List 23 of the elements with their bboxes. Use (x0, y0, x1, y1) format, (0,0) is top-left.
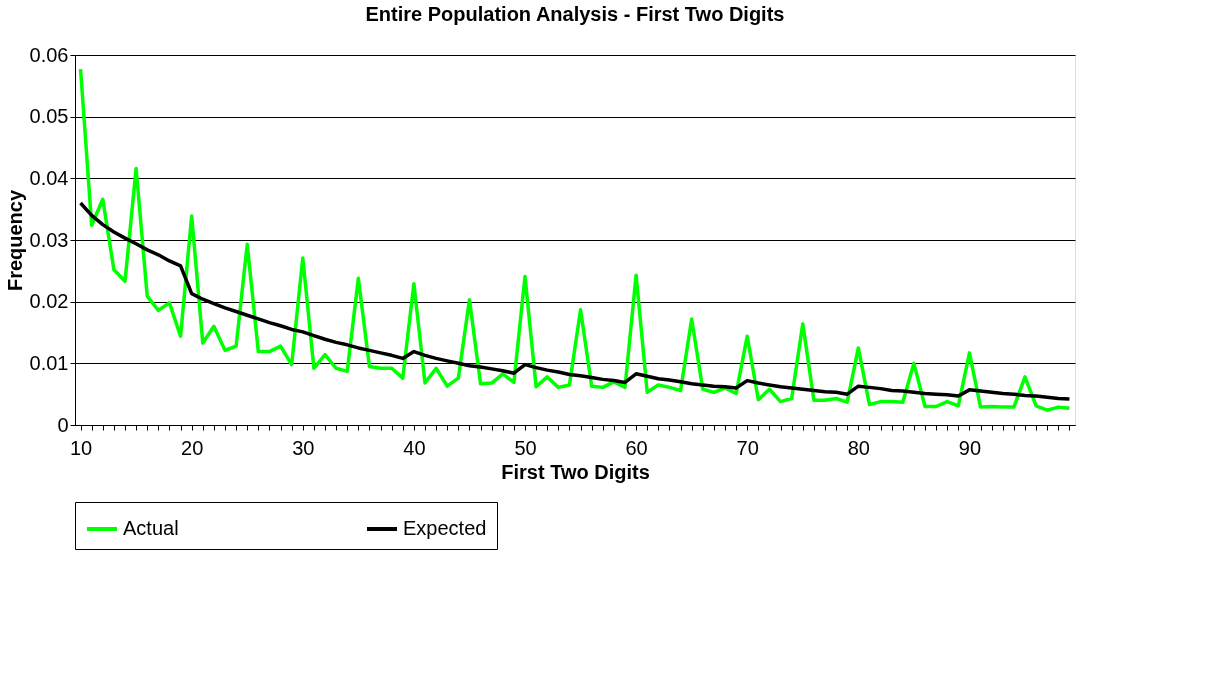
x-tick-label: 70 (736, 436, 759, 459)
x-tick-label: 90 (958, 436, 982, 459)
y-tick-label: 0.01 (29, 351, 69, 374)
x-tick-label: 30 (292, 436, 315, 459)
legend-label: Actual (123, 517, 179, 539)
line-series (78, 67, 1072, 412)
y-tick-label: 0.03 (29, 228, 69, 251)
x-axis-title: First Two Digits (501, 460, 650, 483)
y-tick-label: 0.02 (29, 290, 69, 313)
x-tick-label: 80 (847, 436, 870, 459)
x-tick-label: 20 (181, 436, 204, 459)
y-tick-label: 0.06 (29, 43, 69, 66)
x-tick-label: 60 (625, 436, 648, 459)
chart-title: Entire Population Analysis - First Two Digits (365, 3, 785, 25)
x-tick-label: 40 (403, 436, 426, 459)
x-tick-label: 10 (69, 436, 93, 459)
legend-label: Expected (403, 517, 487, 539)
y-axis-title: Frequency (3, 189, 26, 292)
line-series (78, 201, 1072, 401)
x-tick-label: 50 (514, 436, 537, 459)
y-tick-label: 0.04 (29, 166, 69, 189)
y-tick-label: 0 (57, 413, 69, 436)
y-tick-label: 0.05 (29, 105, 69, 128)
